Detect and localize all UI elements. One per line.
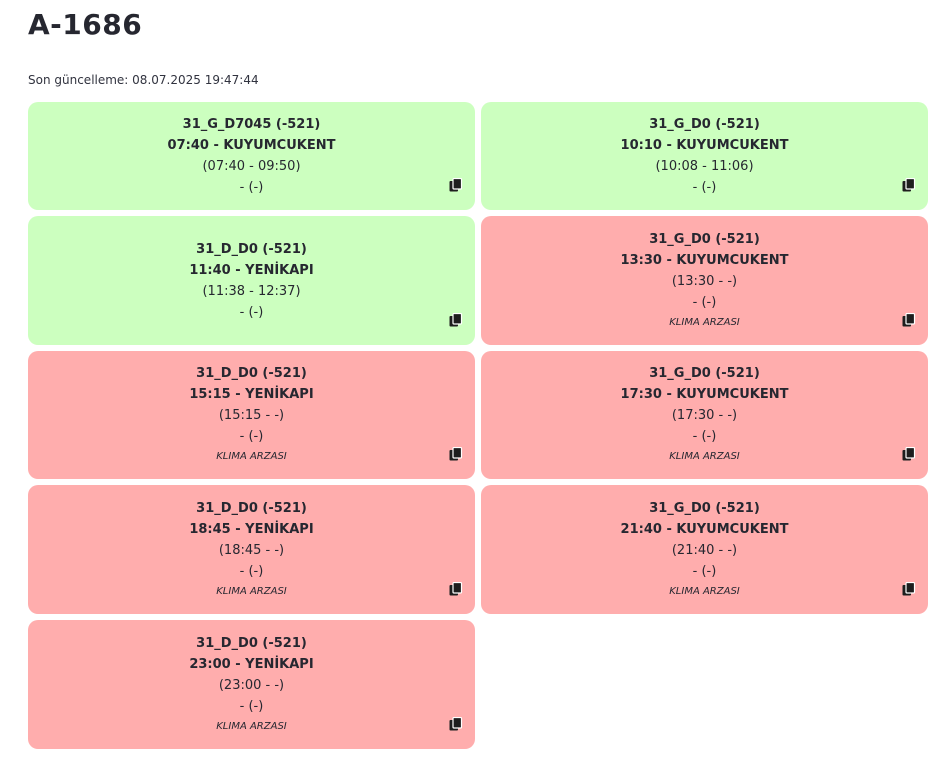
fault-note: KLIMA ARZASI: [669, 585, 740, 597]
trip-time-range: (18:45 - -): [218, 542, 285, 558]
trip-driver: - (-): [692, 429, 717, 444]
trip-card: 31_D_D0 (-521) 15:15 - YENİKAPI (15:15 -…: [28, 351, 475, 479]
trip-time-range: (07:40 - 09:50): [202, 159, 301, 174]
trip-time-destination: 07:40 - KUYUMCUKENT: [167, 138, 336, 153]
copy-icon[interactable]: [902, 581, 916, 596]
trip-card: 31_G_D0 (-521) 10:10 - KUYUMCUKENT (10:0…: [481, 102, 928, 210]
last-update-text: Son güncelleme: 08.07.2025 19:47:44: [28, 73, 259, 87]
trip-driver: - (-): [239, 429, 264, 444]
trip-driver: - (-): [692, 563, 717, 579]
trip-time-destination: 21:40 - KUYUMCUKENT: [620, 521, 789, 537]
trip-time-range: (21:40 - -): [671, 542, 738, 558]
trip-driver: - (-): [692, 180, 717, 195]
copy-icon[interactable]: [902, 177, 916, 192]
trip-time-destination: 17:30 - KUYUMCUKENT: [620, 387, 789, 402]
copy-icon[interactable]: [449, 716, 463, 731]
trip-code: 31_D_D0 (-521): [196, 635, 307, 651]
trip-driver: - (-): [239, 304, 264, 320]
trip-card: 31_G_D0 (-521) 21:40 - KUYUMCUKENT (21:4…: [481, 485, 928, 614]
copy-icon[interactable]: [902, 446, 916, 461]
trip-time-range: (11:38 - 12:37): [202, 283, 301, 299]
trip-driver: - (-): [239, 563, 264, 579]
copy-icon[interactable]: [449, 312, 463, 327]
copy-icon[interactable]: [449, 446, 463, 461]
fault-note: KLIMA ARZASI: [669, 316, 740, 328]
trip-code: 31_G_D0 (-521): [649, 366, 760, 381]
trip-code: 31_G_D0 (-521): [649, 231, 760, 247]
trip-time-destination: 11:40 - YENİKAPI: [189, 262, 314, 278]
trip-card: 31_D_D0 (-521) 11:40 - YENİKAPI (11:38 -…: [28, 216, 475, 345]
trip-time-range: (15:15 - -): [218, 408, 285, 423]
trip-driver: - (-): [239, 698, 264, 714]
copy-icon[interactable]: [449, 581, 463, 596]
fault-note: KLIMA ARZASI: [216, 720, 287, 732]
trip-time-range: (13:30 - -): [671, 273, 738, 289]
trip-code: 31_D_D0 (-521): [196, 366, 307, 381]
trip-code: 31_G_D0 (-521): [649, 117, 760, 132]
trip-time-range: (17:30 - -): [671, 408, 738, 423]
trip-card: 31_D_D0 (-521) 18:45 - YENİKAPI (18:45 -…: [28, 485, 475, 614]
trip-time-destination: 18:45 - YENİKAPI: [189, 521, 314, 537]
trip-time-range: (10:08 - 11:06): [655, 159, 754, 174]
fault-note: KLIMA ARZASI: [216, 451, 287, 462]
trip-code: 31_D_D0 (-521): [196, 241, 307, 257]
trip-card: 31_G_D0 (-521) 17:30 - KUYUMCUKENT (17:3…: [481, 351, 928, 479]
copy-icon[interactable]: [449, 177, 463, 192]
trip-driver: - (-): [692, 294, 717, 310]
trip-time-destination: 15:15 - YENİKAPI: [189, 387, 314, 402]
trip-code: 31_G_D0 (-521): [649, 500, 760, 516]
trip-code: 31_D_D0 (-521): [196, 500, 307, 516]
copy-icon[interactable]: [902, 312, 916, 327]
trip-time-destination: 10:10 - KUYUMCUKENT: [620, 138, 789, 153]
trip-driver: - (-): [239, 180, 264, 195]
trip-time-destination: 23:00 - YENİKAPI: [189, 656, 314, 672]
trip-card: 31_D_D0 (-521) 23:00 - YENİKAPI (23:00 -…: [28, 620, 475, 749]
fault-note: KLIMA ARZASI: [669, 451, 740, 462]
trip-time-range: (23:00 - -): [218, 677, 285, 693]
page-title: A-1686: [28, 8, 143, 41]
trip-card: 31_G_D7045 (-521) 07:40 - KUYUMCUKENT (0…: [28, 102, 475, 210]
trip-time-destination: 13:30 - KUYUMCUKENT: [620, 252, 789, 268]
fault-note: KLIMA ARZASI: [216, 585, 287, 597]
trip-code: 31_G_D7045 (-521): [182, 117, 321, 132]
trip-card: 31_G_D0 (-521) 13:30 - KUYUMCUKENT (13:3…: [481, 216, 928, 345]
